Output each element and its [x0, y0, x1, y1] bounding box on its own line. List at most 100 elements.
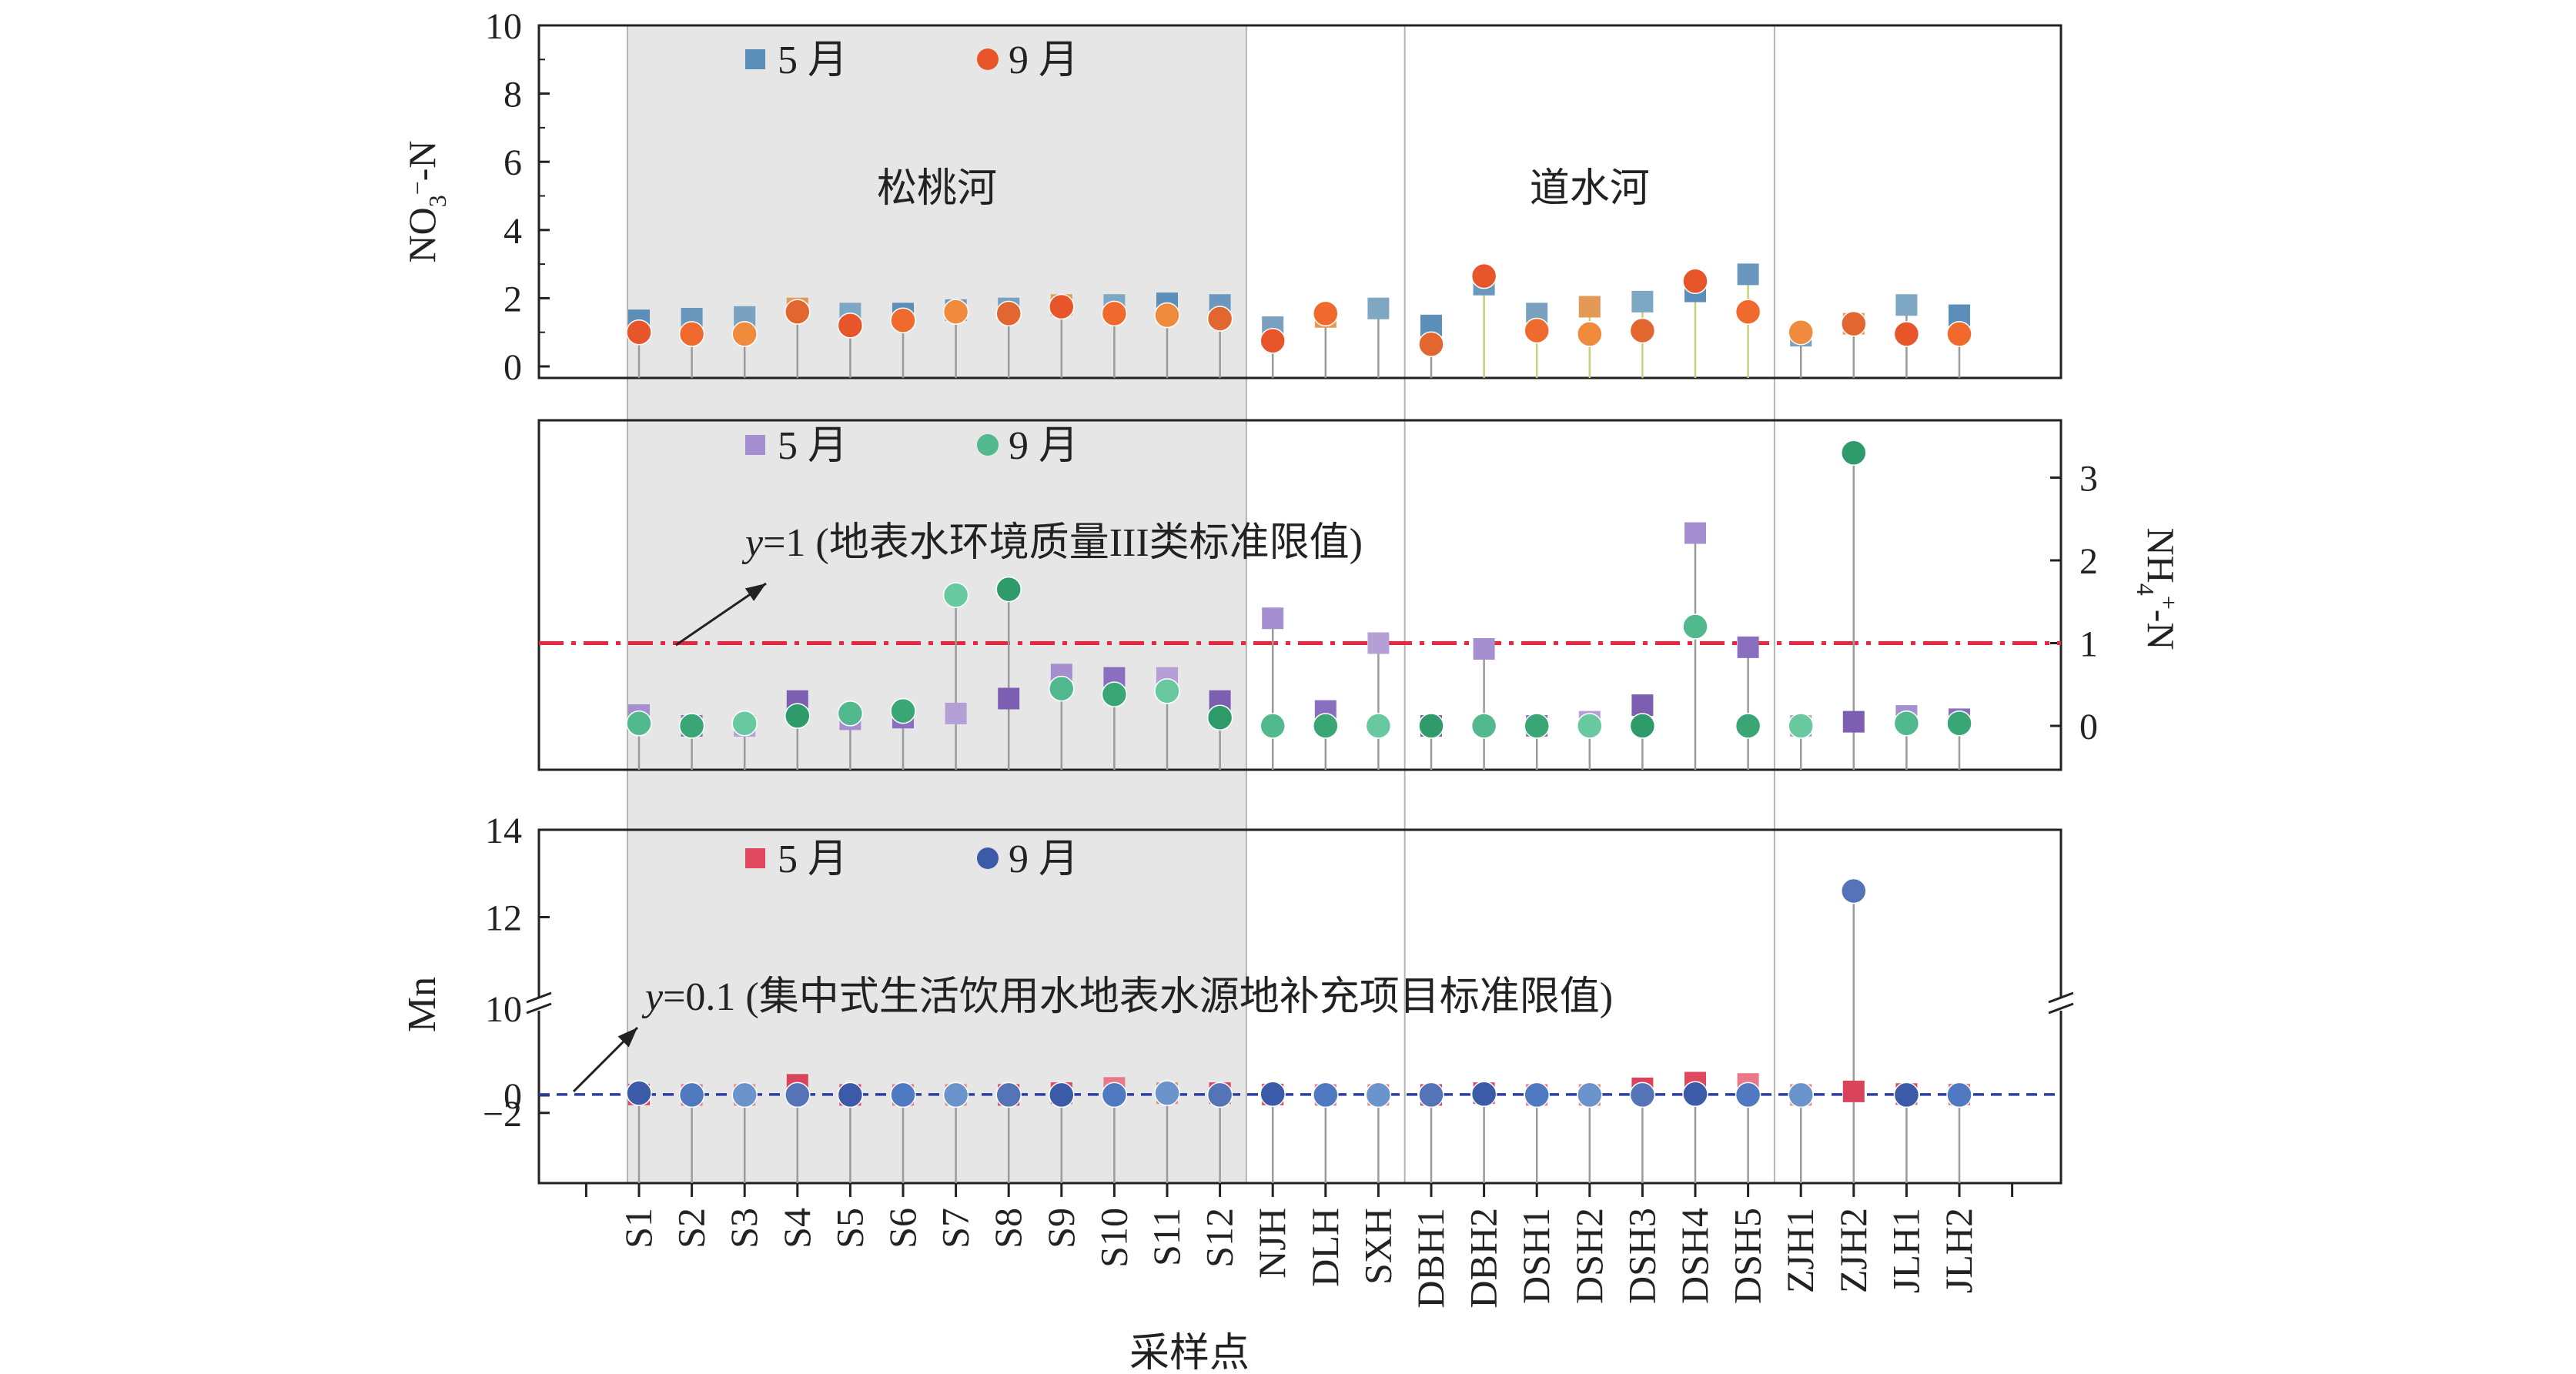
point-2-sep-s3	[731, 710, 758, 737]
point-3-sep-njh	[1260, 1081, 1286, 1108]
point-3-sep-dbh1	[1418, 1081, 1444, 1108]
point-1-sep-s4	[785, 299, 811, 325]
bot-ytick-label: 10	[485, 989, 522, 1030]
point-2-may-dsh5	[1737, 636, 1759, 658]
point-1-sep-njh	[1260, 328, 1286, 354]
point-1-sep-s6	[890, 307, 916, 333]
legend-1-sep-marker	[977, 48, 999, 70]
point-3-sep-dsh1	[1524, 1081, 1550, 1108]
top-y-axis-title: NO3−-N	[400, 140, 451, 262]
point-2-sep-s6	[890, 697, 916, 724]
axis-break-mark-2	[2048, 1002, 2074, 1015]
point-1-sep-dbh1	[1418, 331, 1444, 357]
xtick-label-njh: NJH	[1250, 1208, 1293, 1279]
point-2-may-njh	[1262, 607, 1284, 630]
top-ytick-label: 4	[503, 211, 522, 252]
point-3-sep-sxh	[1365, 1081, 1392, 1108]
point-1-sep-zjh1	[1788, 319, 1814, 346]
xtick-label-s1: S1	[617, 1208, 660, 1249]
xtick-label-s12: S12	[1198, 1208, 1241, 1268]
point-2-sep-zjh1	[1788, 713, 1814, 739]
point-3-sep-dsh2	[1577, 1081, 1603, 1108]
point-3-sep-dsh4	[1682, 1081, 1708, 1108]
point-2-sep-dbh1	[1418, 713, 1444, 739]
point-1-sep-dsh3	[1629, 317, 1656, 344]
point-1-sep-dsh2	[1577, 321, 1603, 347]
panel-frame-2	[537, 419, 2062, 771]
point-2-may-sxh	[1367, 632, 1390, 654]
mn-reference-label: y=0.1 (集中式生活饮用水地表水源地补充项目标准限值)	[641, 975, 1613, 1019]
point-2-sep-s1	[626, 710, 652, 737]
point-3-sep-s11	[1154, 1080, 1180, 1106]
point-3-sep-s1	[626, 1080, 652, 1106]
point-3-sep-jlh1	[1893, 1081, 1920, 1108]
xtick-label-sxh: SXH	[1356, 1208, 1399, 1285]
xtick-label-s8: S8	[986, 1208, 1029, 1249]
point-2-may-dsh4	[1684, 522, 1706, 544]
mid-y-axis-title: NH4+-N	[2132, 527, 2183, 650]
point-1-sep-dsh5	[1735, 299, 1761, 325]
bot-y-axis-title: Mn	[400, 977, 444, 1032]
point-3-sep-dbh2	[1470, 1081, 1497, 1108]
point-2-sep-dsh5	[1735, 713, 1761, 739]
point-1-may-sxh	[1367, 297, 1390, 319]
xtick-label-zjh1: ZJH1	[1778, 1208, 1822, 1293]
xtick-label-s9: S9	[1039, 1208, 1082, 1249]
xtick-label-dbh2: DBH2	[1462, 1208, 1505, 1309]
point-1-may-dsh5	[1737, 263, 1759, 286]
xtick-label-dsh2: DSH2	[1567, 1208, 1611, 1304]
legend-1-may-marker	[745, 49, 765, 69]
point-2-sep-s9	[1049, 675, 1075, 702]
point-1-sep-jlh2	[1946, 321, 1972, 347]
xtick-label-dsh3: DSH3	[1620, 1208, 1663, 1304]
nh4-reference-label-arrow-head	[744, 583, 766, 601]
bot-ytick-label: 12	[485, 898, 522, 939]
point-2-may-s8	[998, 687, 1020, 710]
axis-break-mark-1	[526, 991, 552, 1004]
region-label-daoshui: 道水河	[1530, 167, 1650, 211]
point-2-sep-zjh2	[1841, 440, 1867, 466]
point-2-sep-dlh	[1313, 713, 1339, 739]
xtick-label-s5: S5	[828, 1208, 871, 1249]
legend-1-sep-label: 9 月	[1009, 38, 1079, 82]
point-2-may-dsh3	[1631, 694, 1654, 717]
point-2-sep-njh	[1260, 713, 1286, 739]
region-label-songtao: 松桃河	[877, 167, 997, 211]
xtick-label-dsh4: DSH4	[1673, 1208, 1716, 1304]
xtick-label-dbh1: DBH1	[1409, 1208, 1452, 1309]
point-2-sep-sxh	[1365, 713, 1392, 739]
point-1-sep-s11	[1154, 302, 1180, 329]
point-3-sep-s9	[1049, 1081, 1075, 1108]
xtick-label-s4: S4	[775, 1208, 818, 1249]
axis-break-mark-2	[2048, 991, 2074, 1004]
point-3-may-zjh2	[1842, 1080, 1865, 1102]
nh4-reference-label: y=1 (地表水环境质量III类标准限值)	[741, 521, 1363, 565]
legend-2-may-label: 5 月	[778, 424, 848, 468]
point-3-sep-s10	[1101, 1081, 1128, 1108]
point-1-may-dsh2	[1578, 296, 1601, 318]
axis-break-mark-1	[526, 1002, 552, 1015]
point-1-sep-dsh4	[1682, 268, 1708, 294]
point-3-sep-s4	[785, 1081, 811, 1108]
panel-frame-1	[537, 24, 2062, 379]
point-1-sep-dlh	[1313, 300, 1339, 327]
point-1-sep-s3	[731, 321, 758, 347]
point-1-may-jlh1	[1895, 294, 1918, 316]
point-2-sep-dbh2	[1470, 713, 1497, 739]
point-3-sep-s5	[837, 1081, 864, 1108]
point-2-sep-s7	[942, 582, 969, 608]
legend-2-sep-label: 9 月	[1009, 424, 1079, 468]
xtick-label-s3: S3	[722, 1208, 765, 1249]
bot-ytick-label: 14	[485, 811, 522, 851]
point-1-sep-zjh2	[1841, 310, 1867, 337]
point-3-sep-s2	[678, 1081, 705, 1108]
point-3-sep-zjh1	[1788, 1081, 1814, 1108]
point-2-sep-s4	[785, 703, 811, 729]
legend-3-sep-marker	[977, 847, 999, 869]
point-3-sep-s7	[942, 1081, 969, 1108]
point-2-sep-s11	[1154, 678, 1180, 704]
top-ytick-label: 6	[503, 142, 522, 183]
point-1-sep-dsh1	[1524, 317, 1550, 344]
top-ytick-label: 0	[503, 347, 522, 388]
